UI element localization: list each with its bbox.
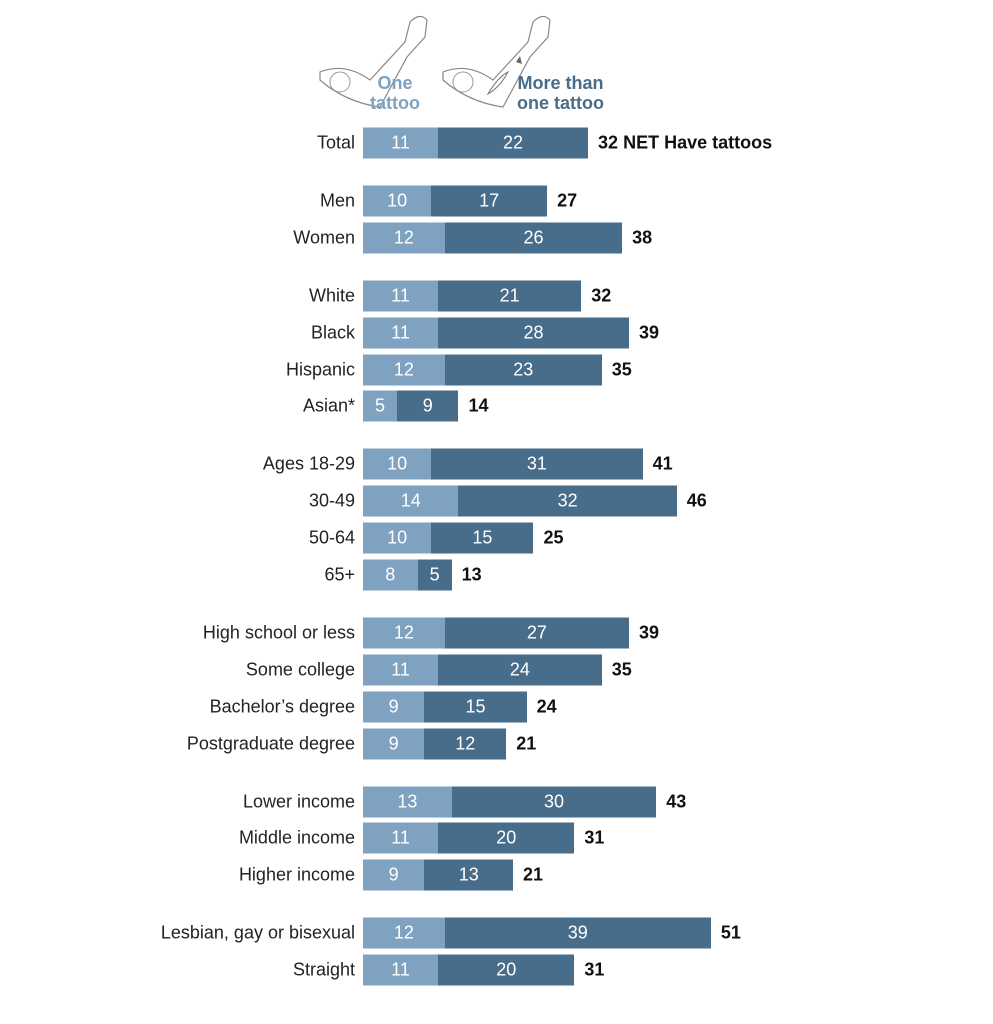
bar-more-than-one-tattoo: 17 xyxy=(431,185,548,217)
net-value-label: 35 xyxy=(611,659,632,680)
category-label: Women xyxy=(293,227,355,248)
legend-one-tattoo: One tattoo xyxy=(370,73,420,113)
bar-one-tattoo: 11 xyxy=(363,317,439,349)
bar-one-tattoo: 9 xyxy=(363,691,425,723)
bar-more-than-one-tattoo: 24 xyxy=(438,654,602,686)
arm-one-tattoo-icon xyxy=(319,15,428,108)
bar-one-tattoo: 10 xyxy=(363,448,432,480)
bar-more-than-one-tattoo: 9 xyxy=(397,390,459,422)
net-value-label: 35 xyxy=(611,359,632,379)
bar-more-than-one-tattoo: 22 xyxy=(438,127,589,159)
net-value-label: 24 xyxy=(536,696,557,717)
bar-one-tattoo: 11 xyxy=(363,280,439,312)
legend-more-than-one-tattoo: More than one tattoo xyxy=(517,73,604,113)
net-value-label: 41 xyxy=(652,453,673,474)
category-label: Men xyxy=(319,190,355,211)
category-label: Ages 18-29 xyxy=(262,453,355,474)
net-value-label: 38 xyxy=(632,227,653,248)
category-label: High school or less xyxy=(202,622,355,643)
net-value-label: 32 NET Have tattoos xyxy=(598,132,773,153)
category-label: Some college xyxy=(245,659,355,680)
bar-more-than-one-tattoo: 23 xyxy=(444,354,602,385)
net-value-label: 43 xyxy=(666,791,687,811)
net-value-label: 32 xyxy=(591,285,612,306)
net-value-label: 31 xyxy=(584,827,605,848)
category-label: White xyxy=(308,285,355,306)
bar-more-than-one-tattoo: 26 xyxy=(444,222,623,254)
bar-one-tattoo: 11 xyxy=(363,127,439,159)
category-label: 50-64 xyxy=(308,527,355,548)
category-label: Lesbian, gay or bisexual xyxy=(160,922,355,943)
category-label: Asian* xyxy=(302,395,355,416)
category-label: Higher income xyxy=(238,864,355,885)
category-label: 30-49 xyxy=(308,490,355,511)
net-value-label: 27 xyxy=(557,190,578,211)
net-value-label: 51 xyxy=(720,922,741,943)
category-label: Middle income xyxy=(238,827,355,848)
net-value-label: 46 xyxy=(686,490,707,511)
category-label: Straight xyxy=(292,959,355,980)
bar-one-tattoo: 13 xyxy=(363,786,452,817)
arm-multiple-tattoos-icon xyxy=(442,15,551,108)
bar-one-tattoo: 12 xyxy=(363,617,445,649)
bar-more-than-one-tattoo: 30 xyxy=(451,786,657,817)
category-label: Bachelor’s degree xyxy=(209,696,355,717)
bar-one-tattoo: 12 xyxy=(363,222,445,254)
bar-more-than-one-tattoo: 32 xyxy=(458,485,677,517)
bar-more-than-one-tattoo: 20 xyxy=(438,954,575,986)
bar-one-tattoo: 14 xyxy=(363,485,459,517)
net-value-label: 21 xyxy=(516,733,537,754)
bar-one-tattoo: 5 xyxy=(363,390,398,422)
bar-one-tattoo: 9 xyxy=(363,728,425,760)
bar-more-than-one-tattoo: 28 xyxy=(438,317,629,349)
bar-more-than-one-tattoo: 13 xyxy=(424,859,514,891)
bar-more-than-one-tattoo: 27 xyxy=(444,617,629,649)
net-value-label: 13 xyxy=(461,564,482,585)
bar-one-tattoo: 11 xyxy=(363,954,439,986)
category-label: Black xyxy=(310,322,355,343)
net-value-label: 31 xyxy=(584,959,605,980)
bar-more-than-one-tattoo: 15 xyxy=(424,691,527,723)
bar-one-tattoo: 11 xyxy=(363,822,439,854)
category-label: Hispanic xyxy=(285,359,355,379)
bar-more-than-one-tattoo: 20 xyxy=(438,822,575,854)
net-value-label: 25 xyxy=(543,527,564,548)
bar-more-than-one-tattoo: 12 xyxy=(424,728,507,760)
net-value-label: 21 xyxy=(523,864,544,885)
category-label: Postgraduate degree xyxy=(186,733,355,754)
bar-one-tattoo: 10 xyxy=(363,185,432,217)
bar-more-than-one-tattoo: 31 xyxy=(431,448,643,480)
bar-one-tattoo: 9 xyxy=(363,859,425,891)
bar-more-than-one-tattoo: 15 xyxy=(431,522,534,554)
bar-one-tattoo: 12 xyxy=(363,354,445,385)
bar-one-tattoo: 12 xyxy=(363,917,445,949)
net-value-label: 39 xyxy=(638,322,659,343)
bar-one-tattoo: 8 xyxy=(363,559,418,591)
bar-one-tattoo: 10 xyxy=(363,522,432,554)
bar-more-than-one-tattoo: 39 xyxy=(444,917,711,949)
category-label: Total xyxy=(316,132,355,153)
category-label: Lower income xyxy=(242,791,355,811)
bar-more-than-one-tattoo: 21 xyxy=(438,280,582,312)
net-value-label: 14 xyxy=(468,395,489,416)
net-value-label: 39 xyxy=(638,622,659,643)
bar-one-tattoo: 11 xyxy=(363,654,439,686)
bar-more-than-one-tattoo: 5 xyxy=(417,559,452,591)
category-label: 65+ xyxy=(324,564,355,585)
